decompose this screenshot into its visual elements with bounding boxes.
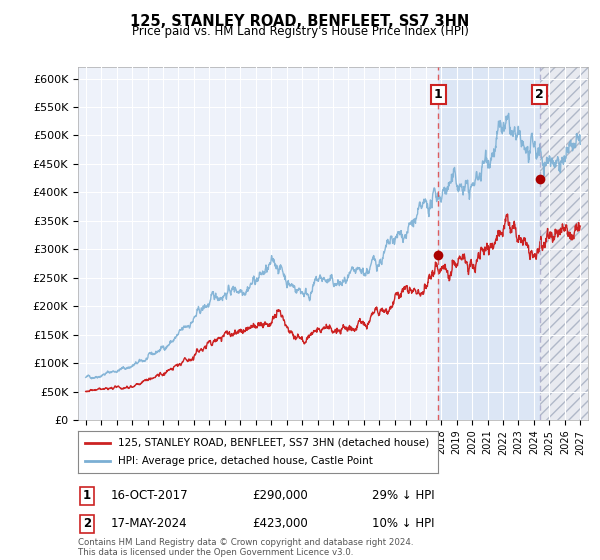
Text: 125, STANLEY ROAD, BENFLEET, SS7 3HN: 125, STANLEY ROAD, BENFLEET, SS7 3HN — [130, 14, 470, 29]
Text: £290,000: £290,000 — [252, 489, 308, 502]
Text: 2: 2 — [535, 88, 544, 101]
Text: 29% ↓ HPI: 29% ↓ HPI — [372, 489, 434, 502]
Text: 125, STANLEY ROAD, BENFLEET, SS7 3HN (detached house): 125, STANLEY ROAD, BENFLEET, SS7 3HN (de… — [118, 438, 429, 448]
Text: 16-OCT-2017: 16-OCT-2017 — [111, 489, 188, 502]
Text: Price paid vs. HM Land Registry's House Price Index (HPI): Price paid vs. HM Land Registry's House … — [131, 25, 469, 38]
Text: 17-MAY-2024: 17-MAY-2024 — [111, 517, 188, 530]
Bar — [539, 67, 588, 420]
Text: 1: 1 — [434, 88, 442, 101]
Bar — [438, 67, 539, 420]
Text: 10% ↓ HPI: 10% ↓ HPI — [372, 517, 434, 530]
Text: £423,000: £423,000 — [252, 517, 308, 530]
Text: 1: 1 — [83, 489, 91, 502]
Text: Contains HM Land Registry data © Crown copyright and database right 2024.
This d: Contains HM Land Registry data © Crown c… — [78, 538, 413, 557]
Text: HPI: Average price, detached house, Castle Point: HPI: Average price, detached house, Cast… — [118, 456, 373, 466]
Text: 2: 2 — [83, 517, 91, 530]
